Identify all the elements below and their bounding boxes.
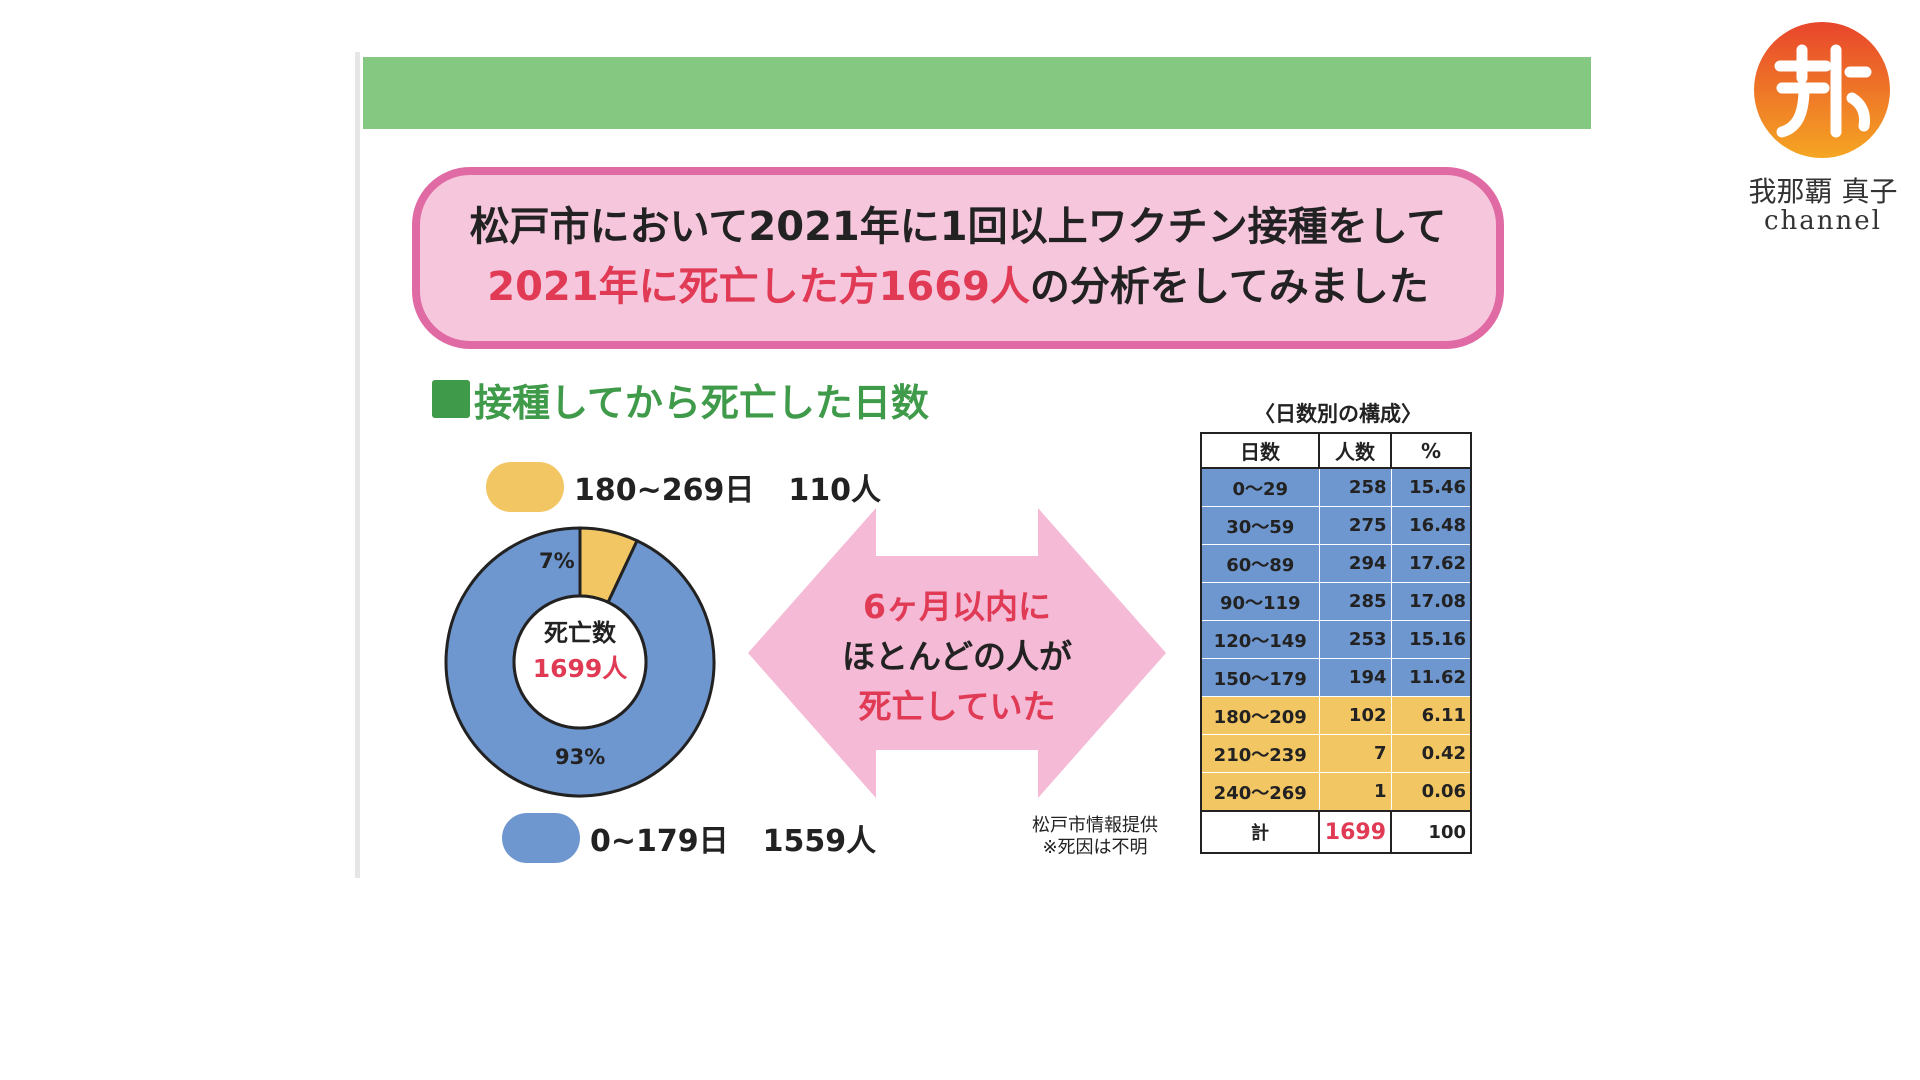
- legend-swatch-blue: [502, 813, 580, 863]
- legend-count: 110人: [788, 473, 882, 508]
- table-cell-count: 258: [1318, 467, 1392, 507]
- channel-name: 我那覇 真子: [1748, 175, 1898, 208]
- table-cell-pct: 15.46: [1390, 467, 1472, 507]
- headline-box: 松戸市において2021年に1回以上ワクチン接種をして 2021年に死亡した方16…: [412, 167, 1504, 349]
- legend-range: 180~269日: [574, 473, 755, 508]
- section-title: 接種してから死亡した日数: [432, 375, 929, 425]
- table-row: 180〜209 102 6.11: [1200, 696, 1472, 735]
- donut-center: 死亡数 1699人: [515, 615, 645, 687]
- table-cell-range: 240〜269: [1200, 772, 1320, 812]
- table-cell-pct: 17.08: [1390, 582, 1472, 621]
- table-row: 210〜239 7 0.42: [1200, 734, 1472, 773]
- days-table: 日数 人数 % 0〜29 258 15.46 30〜59 275 16.48 60〜89 29…: [1200, 432, 1472, 854]
- slide-edge: [355, 52, 360, 878]
- table-total-label: 計: [1200, 810, 1320, 854]
- table-cell-count: 253: [1318, 620, 1392, 659]
- legend-count: 1559人: [762, 824, 877, 859]
- table-cell-count: 1: [1318, 772, 1392, 812]
- table-row: 240〜269 1 0.06: [1200, 772, 1472, 812]
- donut-pct-big: 93%: [555, 745, 606, 769]
- donut-hole: [512, 594, 648, 730]
- table-cell-range: 210〜239: [1200, 734, 1320, 773]
- table-cell-range: 180〜209: [1200, 696, 1320, 735]
- source-line-2: ※死因は不明: [1042, 837, 1148, 858]
- source-line-1: 松戸市情報提供: [1032, 815, 1158, 836]
- table-cell-pct: 15.16: [1390, 620, 1472, 659]
- header-bar: [363, 57, 1591, 129]
- table-cell-count: 102: [1318, 696, 1392, 735]
- table-row: 60〜89 294 17.62: [1200, 544, 1472, 583]
- table-total-row: 計 1699 100: [1200, 810, 1472, 854]
- table-header: 日数: [1200, 432, 1320, 469]
- donut-chart: [444, 526, 716, 798]
- headline-line-1: 松戸市において2021年に1回以上ワクチン接種をして: [469, 204, 1447, 250]
- headline-highlight: 2021年に死亡した方1669人: [487, 264, 1030, 310]
- section-title-text: 接種してから死亡した日数: [474, 380, 929, 425]
- double-arrow: 6ヶ月以内に ほとんどの人が 死亡していた: [748, 508, 1166, 798]
- table-cell-count: 275: [1318, 506, 1392, 545]
- donut-center-label: 死亡数: [544, 619, 616, 647]
- table-row: 90〜119 285 17.08: [1200, 582, 1472, 621]
- table-cell-pct: 0.06: [1390, 772, 1472, 812]
- table-row: 30〜59 275 16.48: [1200, 506, 1472, 545]
- table-cell-count: 7: [1318, 734, 1392, 773]
- arrow-message: 6ヶ月以内に ほとんどの人が 死亡していた: [748, 582, 1166, 732]
- arrow-message-line-1: 6ヶ月以内に: [863, 587, 1051, 626]
- table-total-pct: 100: [1390, 810, 1472, 854]
- donut-center-value: 1699人: [532, 654, 628, 683]
- table-header: 人数: [1318, 432, 1392, 469]
- channel-logo: [1754, 22, 1890, 158]
- table-cell-range: 150〜179: [1200, 658, 1320, 697]
- headline-line-2-rest: の分析をしてみました: [1029, 264, 1429, 310]
- table-cell-pct: 16.48: [1390, 506, 1472, 545]
- table-cell-range: 60〜89: [1200, 544, 1320, 583]
- arrow-message-line-3: 死亡していた: [858, 687, 1056, 726]
- legend-0-179: 0~179日 1559人: [502, 813, 876, 863]
- table-cell-range: 0〜29: [1200, 467, 1320, 507]
- headline-line-2: 2021年に死亡した方1669人の分析をしてみました: [420, 257, 1496, 317]
- channel-label: channel: [1764, 206, 1882, 236]
- table-cell-range: 90〜119: [1200, 582, 1320, 621]
- table-header: %: [1390, 432, 1472, 469]
- table-cell-pct: 0.42: [1390, 734, 1472, 773]
- table-header-row: 日数 人数 %: [1200, 432, 1472, 469]
- table-caption: 〈日数別の構成〉: [1254, 402, 1422, 426]
- legend-180-269: 180~269日 110人: [486, 462, 881, 512]
- table-row: 120〜149 253 15.16: [1200, 620, 1472, 659]
- arrow-message-line-2: ほとんどの人が: [841, 637, 1072, 676]
- table-cell-count: 285: [1318, 582, 1392, 621]
- section-marker: [432, 380, 470, 418]
- table-cell-pct: 17.62: [1390, 544, 1472, 583]
- table-cell-range: 30〜59: [1200, 506, 1320, 545]
- source-note: 松戸市情報提供 ※死因は不明: [1010, 815, 1180, 859]
- table-cell-range: 120〜149: [1200, 620, 1320, 659]
- table-row: 0〜29 258 15.46: [1200, 467, 1472, 507]
- double-arrow-icon: [748, 508, 1166, 798]
- table-cell-pct: 6.11: [1390, 696, 1472, 735]
- table-cell-count: 294: [1318, 544, 1392, 583]
- table-total-count: 1699: [1318, 810, 1392, 854]
- donut-pct-small: 7%: [539, 549, 575, 573]
- table-row: 150〜179 194 11.62: [1200, 658, 1472, 697]
- table-cell-count: 194: [1318, 658, 1392, 697]
- table-cell-pct: 11.62: [1390, 658, 1472, 697]
- legend-range: 0~179日: [590, 824, 729, 859]
- legend-swatch-yellow: [486, 462, 564, 512]
